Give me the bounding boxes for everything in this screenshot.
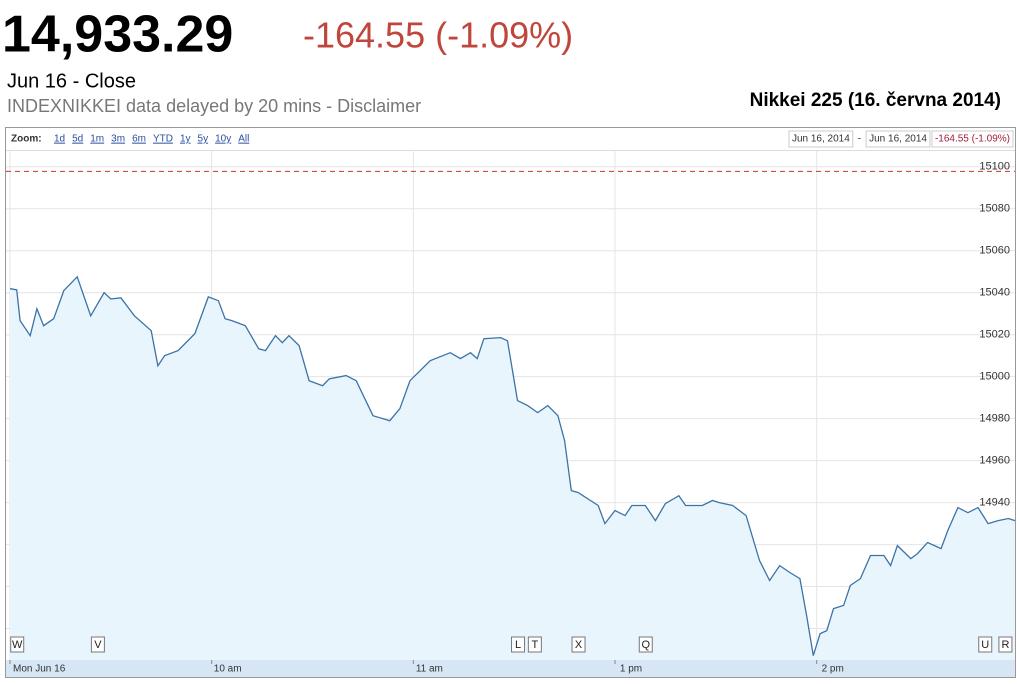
chart-title: Nikkei 225 (16. června 2014) xyxy=(750,90,1001,111)
event-flag-label: Q xyxy=(641,639,650,651)
event-flag[interactable] xyxy=(10,636,25,653)
event-flag[interactable] xyxy=(638,636,653,653)
x-tick-label: 10 am xyxy=(214,664,242,675)
event-flag[interactable] xyxy=(571,636,586,653)
range-text: - xyxy=(858,134,861,145)
source-note: INDEXNIKKEI data delayed by 20 mins - Di… xyxy=(7,96,421,116)
zoom-option[interactable]: 1y xyxy=(180,134,191,145)
event-flag-label: X xyxy=(575,639,583,651)
event-flag-label: R xyxy=(1001,639,1009,651)
range-text: -164.55 (-1.09%) xyxy=(935,134,1010,145)
zoom-option[interactable]: 5y xyxy=(198,134,209,145)
zoom-option[interactable]: YTD xyxy=(153,134,173,145)
y-tick-label: 15080 xyxy=(979,203,1010,215)
y-tick-label: 15060 xyxy=(979,245,1010,257)
y-tick-label: 15040 xyxy=(979,287,1010,299)
area xyxy=(10,276,1015,660)
x-axis-bar xyxy=(6,660,1015,677)
range-box xyxy=(865,130,931,148)
event-flag-label: V xyxy=(94,639,102,651)
zoom-label: Zoom: xyxy=(11,134,42,145)
x-tick-label: Mon Jun 16 xyxy=(13,664,66,675)
x-tick-label: 1 pm xyxy=(620,664,642,675)
y-tick-label: 15000 xyxy=(979,371,1010,383)
range-text: Jun 16, 2014 xyxy=(869,134,927,145)
y-tick-label: 15020 xyxy=(979,329,1010,341)
event-flag[interactable] xyxy=(511,636,526,653)
range-box xyxy=(931,130,1014,148)
event-flag-label: L xyxy=(515,639,521,651)
y-tick-label: 14960 xyxy=(979,455,1010,467)
y-tick-label: 14940 xyxy=(979,496,1010,508)
y-tick-label: 15100 xyxy=(979,161,1010,173)
close-date: Jun 16 - Close xyxy=(7,70,136,92)
event-flag[interactable] xyxy=(998,636,1013,653)
price: 14,933.29 xyxy=(2,6,233,64)
y-tick-label: 14980 xyxy=(979,413,1010,425)
zoom-option[interactable]: 10y xyxy=(215,134,231,145)
event-flag-label: W xyxy=(12,639,23,651)
zoom-option[interactable]: 3m xyxy=(111,134,125,145)
event-flag-label: U xyxy=(981,639,989,651)
event-flag[interactable] xyxy=(978,636,993,653)
event-flag[interactable] xyxy=(90,636,105,653)
zoom-option[interactable]: 5d xyxy=(72,134,83,145)
event-flag[interactable] xyxy=(527,636,542,653)
x-tick-label: 11 am xyxy=(416,664,443,675)
event-flag-label: T xyxy=(531,639,538,651)
price-change: -164.55 (-1.09%) xyxy=(303,15,573,56)
range-box xyxy=(788,130,854,148)
zoom-option[interactable]: 1m xyxy=(90,134,104,145)
line xyxy=(9,275,1016,656)
x-tick-label: 2 pm xyxy=(822,664,844,675)
range-text: Jun 16, 2014 xyxy=(792,134,850,145)
zoom-option[interactable]: 6m xyxy=(132,134,146,145)
zoom-option[interactable]: 1d xyxy=(54,134,65,145)
zoom-option[interactable]: All xyxy=(238,134,249,145)
